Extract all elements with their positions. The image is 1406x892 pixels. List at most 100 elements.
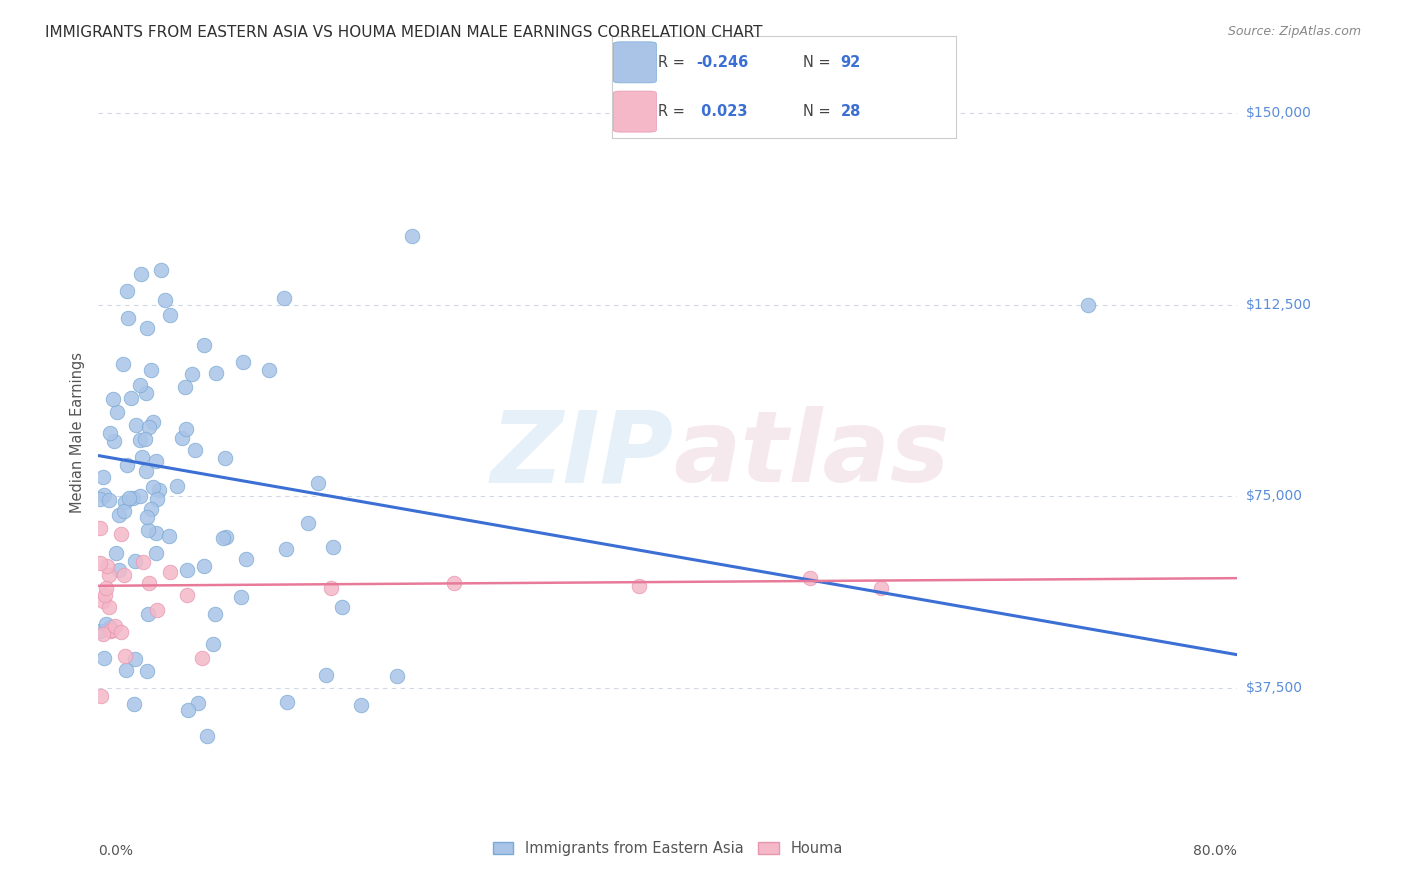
Point (96, 581, 118, 595)
Text: 92: 92 (841, 54, 860, 70)
Point (89, 556, 111, 570)
Text: $112,500: $112,500 (1246, 298, 1312, 312)
Point (136, 524, 159, 538)
Point (96, 558, 118, 573)
Point (135, 464, 157, 478)
FancyBboxPatch shape (613, 42, 657, 83)
Point (149, 262, 172, 277)
Point (204, 607, 226, 621)
Point (166, 479, 188, 493)
Point (111, 357, 134, 371)
Text: atlas: atlas (673, 407, 950, 503)
Point (145, 525, 167, 540)
Point (205, 366, 228, 380)
Point (89, 521, 111, 535)
Point (387, 669, 409, 683)
Point (315, 667, 337, 681)
Point (157, 529, 180, 543)
Point (108, 508, 131, 522)
Point (229, 590, 252, 604)
Point (177, 703, 200, 717)
Point (350, 698, 373, 712)
FancyBboxPatch shape (613, 91, 657, 132)
Point (1077, 298, 1099, 312)
Point (142, 480, 165, 494)
Point (112, 504, 135, 518)
Point (193, 559, 215, 574)
Point (117, 310, 139, 325)
Point (103, 434, 125, 449)
Point (129, 433, 152, 447)
Point (145, 546, 167, 560)
Point (276, 695, 298, 709)
Text: -0.246: -0.246 (696, 54, 748, 70)
Text: N =: N = (803, 104, 835, 120)
Point (94, 616, 117, 631)
Point (322, 540, 344, 554)
Point (195, 730, 218, 744)
Point (101, 392, 124, 406)
Point (114, 495, 136, 509)
Point (193, 338, 215, 352)
Point (131, 450, 153, 464)
Point (138, 576, 160, 591)
Point (108, 563, 131, 577)
Point (135, 385, 157, 400)
Point (297, 516, 319, 530)
Text: $150,000: $150,000 (1246, 106, 1312, 120)
Point (134, 432, 156, 446)
Point (180, 367, 202, 381)
Point (138, 420, 160, 434)
Point (115, 663, 138, 677)
Point (401, 229, 423, 244)
Point (100, 624, 122, 638)
Point (443, 576, 465, 591)
Legend: Immigrants from Eastern Asia, Houma: Immigrants from Eastern Asia, Houma (486, 836, 849, 863)
Point (122, 697, 145, 711)
Point (110, 625, 132, 640)
Text: $37,500: $37,500 (1246, 681, 1302, 695)
Point (330, 600, 353, 615)
Point (125, 418, 148, 433)
Point (259, 363, 281, 377)
Text: IMMIGRANTS FROM EASTERN ASIA VS HOUMA MEDIAN MALE EARNINGS CORRELATION CHART: IMMIGRANTS FROM EASTERN ASIA VS HOUMA ME… (45, 25, 762, 40)
Point (110, 527, 132, 541)
Point (135, 510, 157, 524)
Text: N =: N = (803, 54, 835, 70)
Point (176, 588, 198, 602)
Text: $75,000: $75,000 (1246, 490, 1302, 503)
Point (93, 488, 115, 502)
Point (90, 689, 112, 703)
Text: 0.023: 0.023 (696, 104, 748, 120)
Point (153, 293, 176, 307)
Point (91, 626, 114, 640)
Point (117, 458, 139, 472)
Point (139, 502, 162, 516)
Point (770, 822, 793, 836)
Point (799, 571, 821, 585)
Point (148, 483, 170, 497)
Text: Source: ZipAtlas.com: Source: ZipAtlas.com (1227, 25, 1361, 38)
Point (118, 491, 141, 506)
Point (174, 379, 197, 393)
Point (120, 391, 142, 405)
Point (142, 415, 165, 429)
Point (117, 285, 139, 299)
Point (114, 648, 136, 663)
Point (628, 579, 651, 593)
Point (159, 308, 181, 322)
Point (112, 568, 135, 582)
Point (232, 355, 254, 369)
Point (273, 291, 295, 305)
Point (145, 454, 167, 468)
Point (319, 581, 342, 595)
Text: 80.0%: 80.0% (1194, 844, 1237, 857)
Point (97, 599, 120, 614)
Point (184, 443, 207, 458)
Point (138, 607, 160, 621)
Point (214, 450, 236, 465)
Point (131, 267, 153, 281)
Point (190, 651, 212, 665)
Point (141, 363, 163, 377)
Point (135, 664, 157, 678)
